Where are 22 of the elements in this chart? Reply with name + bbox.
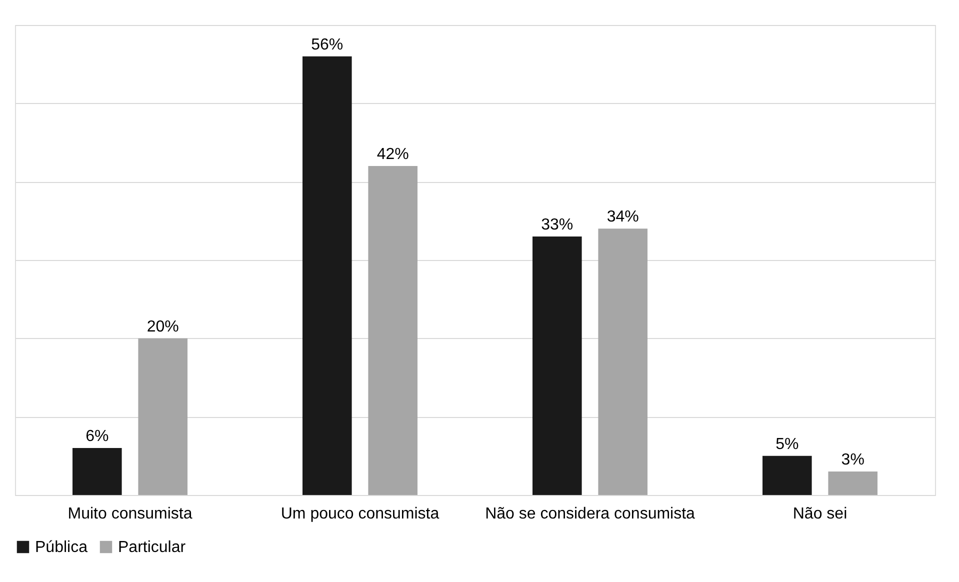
x-tick-label: Não sei <box>792 506 848 522</box>
legend-label: Particular <box>118 539 186 556</box>
bar <box>828 472 878 495</box>
data-label: 34% <box>606 208 639 226</box>
bar <box>302 56 352 495</box>
legend-label: Pública <box>35 539 88 556</box>
bar <box>598 228 648 495</box>
bar <box>532 236 582 495</box>
data-label: 6% <box>86 428 109 445</box>
x-tick-label: Um pouco consumista <box>280 506 440 522</box>
data-label: 20% <box>146 318 179 336</box>
bar <box>138 338 188 495</box>
data-label: 33% <box>541 216 574 234</box>
bar <box>762 456 812 495</box>
x-tick-label: Muito consumista <box>68 506 192 522</box>
data-label: 5% <box>776 436 799 453</box>
data-label: 3% <box>841 452 864 468</box>
bar <box>72 448 122 495</box>
data-label: 56% <box>311 36 344 54</box>
data-label: 42% <box>376 146 409 163</box>
x-tick-label: Não se considera consumista <box>485 506 696 522</box>
bar <box>368 166 418 495</box>
